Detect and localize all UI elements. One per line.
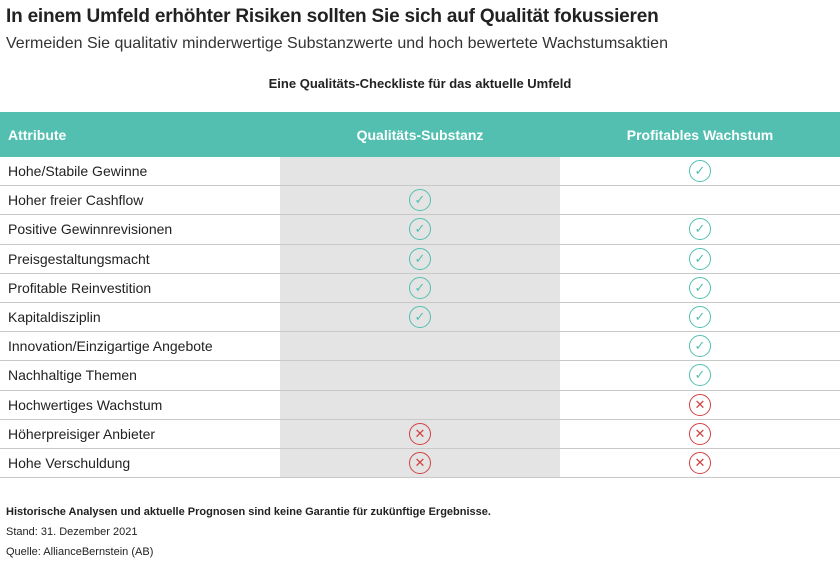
- check-circle-icon: ✓: [409, 189, 431, 212]
- page-title: In einem Umfeld erhöhter Risiken sollten…: [6, 6, 659, 27]
- quality-value-cell: ✓: [280, 302, 560, 332]
- cross-circle-icon: ✕: [689, 393, 711, 416]
- quality-value-cell: [280, 390, 560, 419]
- profitable-growth-cell: [560, 186, 840, 214]
- check-circle-icon: ✓: [689, 247, 711, 270]
- footer: Historische Analysen und aktuelle Progno…: [6, 502, 491, 562]
- check-circle-icon: ✓: [409, 306, 431, 329]
- profitable-growth-cell: ✓: [560, 274, 840, 302]
- profitable-growth-cell: ✕: [560, 391, 840, 419]
- profitable-growth-cell: ✕: [560, 420, 840, 448]
- table-row: Hohe/Stabile Gewinne ✓: [0, 157, 840, 187]
- check-circle-icon: ✓: [689, 160, 711, 183]
- table-row: Nachhaltige Themen ✓: [0, 361, 840, 391]
- profitable-growth-cell: ✓: [560, 245, 840, 273]
- attribute-cell: Hochwertiges Wachstum: [8, 396, 163, 413]
- check-circle-icon: ✓: [689, 276, 711, 299]
- table-row: Positive Gewinnrevisionen ✓ ✓: [0, 215, 840, 245]
- profitable-growth-cell: ✓: [560, 157, 840, 185]
- attribute-cell: Hohe Verschuldung: [8, 454, 131, 471]
- table-row: Profitable Reinvestition ✓ ✓: [0, 273, 840, 303]
- quality-value-cell: ✕: [280, 419, 560, 448]
- check-circle-icon: ✓: [409, 247, 431, 270]
- header-profitable-growth: Profitables Wachstum: [626, 126, 774, 143]
- profitable-growth-cell: ✓: [560, 361, 840, 389]
- quality-value-cell: [280, 332, 560, 361]
- quality-value-cell: ✓: [280, 215, 560, 244]
- profitable-growth-cell: ✓: [560, 303, 840, 331]
- table-row: Hochwertiges Wachstum ✕: [0, 390, 840, 420]
- attribute-cell: Positive Gewinnrevisionen: [8, 221, 173, 238]
- table-row: Hohe Verschuldung ✕ ✕: [0, 448, 840, 479]
- attribute-cell: Innovation/Einzigartige Angebote: [8, 338, 213, 355]
- attribute-cell: Hoher freier Cashflow: [8, 192, 144, 209]
- date-note: Stand: 31. Dezember 2021: [6, 526, 138, 538]
- cross-circle-icon: ✕: [689, 451, 711, 474]
- attribute-cell: Preisgestaltungsmacht: [8, 250, 150, 267]
- check-circle-icon: ✓: [689, 218, 711, 241]
- page-subtitle: Vermeiden Sie qualitativ minderwertige S…: [6, 35, 668, 52]
- quality-value-cell: ✓: [280, 273, 560, 302]
- header-attribute: Attribute: [8, 126, 67, 143]
- table-row: Innovation/Einzigartige Angebote ✓: [0, 332, 840, 362]
- attribute-cell: Kapitaldisziplin: [8, 309, 101, 326]
- quality-value-cell: ✓: [280, 186, 560, 215]
- table-row: Hoher freier Cashflow ✓: [0, 186, 840, 216]
- check-circle-icon: ✓: [689, 364, 711, 387]
- table-row: Preisgestaltungsmacht ✓ ✓: [0, 244, 840, 274]
- check-circle-icon: ✓: [689, 335, 711, 358]
- profitable-growth-cell: ✕: [560, 449, 840, 477]
- cross-circle-icon: ✕: [689, 422, 711, 445]
- quality-value-cell: [280, 157, 560, 186]
- checklist-table: Attribute Qualitäts-Substanz Profitables…: [0, 112, 840, 479]
- cross-circle-icon: ✕: [409, 422, 431, 445]
- quality-value-cell: ✕: [280, 448, 560, 478]
- check-circle-icon: ✓: [409, 276, 431, 299]
- header-quality-value: Qualitäts-Substanz: [356, 126, 484, 143]
- disclaimer: Historische Analysen und aktuelle Progno…: [6, 506, 491, 518]
- table-title: Eine Qualitäts-Checkliste für das aktuel…: [268, 76, 572, 91]
- attribute-cell: Hohe/Stabile Gewinne: [8, 163, 148, 180]
- attribute-cell: Profitable Reinvestition: [8, 279, 152, 296]
- attribute-cell: Höherpreisiger Anbieter: [8, 425, 156, 442]
- source-note: Quelle: AllianceBernstein (AB): [6, 546, 154, 558]
- check-circle-icon: ✓: [409, 218, 431, 241]
- profitable-growth-cell: ✓: [560, 332, 840, 360]
- table-header: Attribute Qualitäts-Substanz Profitables…: [0, 112, 840, 157]
- profitable-growth-cell: ✓: [560, 215, 840, 243]
- check-circle-icon: ✓: [689, 306, 711, 329]
- attribute-cell: Nachhaltige Themen: [8, 367, 137, 384]
- quality-value-cell: ✓: [280, 244, 560, 273]
- cross-circle-icon: ✕: [409, 451, 431, 474]
- table-row: Höherpreisiger Anbieter ✕ ✕: [0, 419, 840, 449]
- quality-value-cell: [280, 361, 560, 390]
- table-row: Kapitaldisziplin ✓ ✓: [0, 302, 840, 333]
